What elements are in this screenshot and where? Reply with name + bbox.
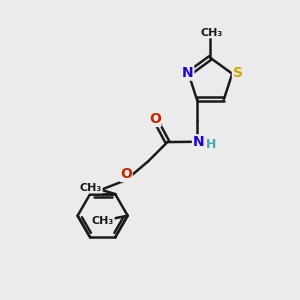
Text: O: O <box>120 167 132 182</box>
Text: H: H <box>206 138 216 151</box>
Text: N: N <box>193 135 204 149</box>
Text: S: S <box>232 66 242 80</box>
Text: CH₃: CH₃ <box>201 28 223 38</box>
Text: CH₃: CH₃ <box>80 183 102 193</box>
Text: N: N <box>182 66 194 80</box>
Text: O: O <box>149 112 161 126</box>
Text: CH₃: CH₃ <box>92 216 114 226</box>
